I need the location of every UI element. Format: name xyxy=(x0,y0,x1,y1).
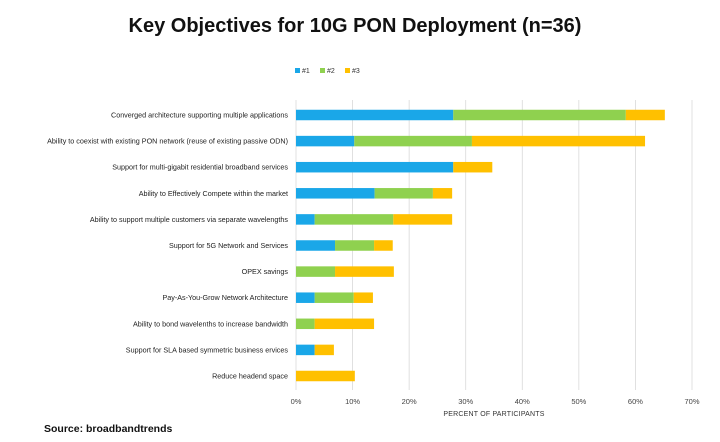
bar-segment xyxy=(296,318,315,330)
category-label: Support for SLA based symmetric business… xyxy=(126,345,289,354)
x-axis-ticks: 0% 10% 20% 30% 40% 50% 60% 70% xyxy=(291,397,700,406)
bar-segment xyxy=(314,214,394,225)
bar-segment xyxy=(453,161,493,173)
bar-segment xyxy=(296,135,355,147)
x-tick-label: 50% xyxy=(571,397,586,406)
legend-label: #3 xyxy=(352,68,360,75)
bar-segment xyxy=(296,292,315,303)
x-tick-label: 0% xyxy=(291,397,302,406)
bar-segment xyxy=(453,109,626,121)
bar-segment xyxy=(353,292,373,303)
bar-segment xyxy=(471,135,646,147)
bar-segment xyxy=(374,240,393,251)
category-labels: Converged architecture supporting multip… xyxy=(47,111,288,381)
bar-segment xyxy=(296,266,336,277)
category-label: OPEX savings xyxy=(242,267,289,276)
x-axis-title: PERCENT OF PARTICIPANTS xyxy=(443,411,544,418)
legend-swatch xyxy=(295,68,300,73)
legend-label: #2 xyxy=(327,68,335,75)
chart-title: Key Objectives for 10G PON Deployment (n… xyxy=(129,15,582,37)
legend: #1 #2 #3 xyxy=(295,68,360,75)
bar-segment xyxy=(625,109,665,121)
x-tick-label: 70% xyxy=(684,397,699,406)
bar-segment xyxy=(296,344,315,356)
gridlines xyxy=(295,100,693,390)
bar-segment xyxy=(296,240,336,251)
legend-swatch xyxy=(320,68,325,73)
bar-segment xyxy=(393,214,453,225)
bar-segment xyxy=(314,318,375,330)
category-label: Ability to Effectively Compete within th… xyxy=(139,189,288,198)
category-label: Reduce headend space xyxy=(212,372,288,381)
bar-segment xyxy=(354,135,472,147)
x-tick-label: 10% xyxy=(345,397,360,406)
category-label: Ability to coexist with existing PON net… xyxy=(47,137,288,146)
bar-segment xyxy=(296,188,375,199)
bar-segment xyxy=(314,292,354,303)
x-tick-label: 60% xyxy=(628,397,643,406)
bar-segment xyxy=(314,344,334,356)
x-tick-label: 20% xyxy=(402,397,417,406)
bar-segment xyxy=(296,161,454,173)
bar-segment xyxy=(374,188,433,199)
bar-segment xyxy=(432,188,453,199)
category-label: Ability to support multiple customers vi… xyxy=(90,215,289,224)
x-tick-label: 30% xyxy=(458,397,473,406)
category-label: Ability to bond wavelenths to increase b… xyxy=(133,319,288,328)
category-label: Support for multi-gigabit residential br… xyxy=(112,163,288,172)
bar-segment xyxy=(296,370,355,382)
category-label: Pay-As-You-Grow Network Architecture xyxy=(162,293,288,302)
category-label: Support for 5G Network and Services xyxy=(169,241,288,250)
x-tick-label: 40% xyxy=(515,397,530,406)
bar-segment xyxy=(335,266,394,277)
source-note: Source: broadbandtrends xyxy=(44,423,173,435)
bars xyxy=(296,109,665,382)
legend-label: #1 xyxy=(302,68,310,75)
bar-segment xyxy=(296,214,315,225)
legend-swatch xyxy=(345,68,350,73)
bar-segment xyxy=(335,240,375,251)
bar-segment xyxy=(296,109,454,121)
category-label: Converged architecture supporting multip… xyxy=(111,111,288,120)
